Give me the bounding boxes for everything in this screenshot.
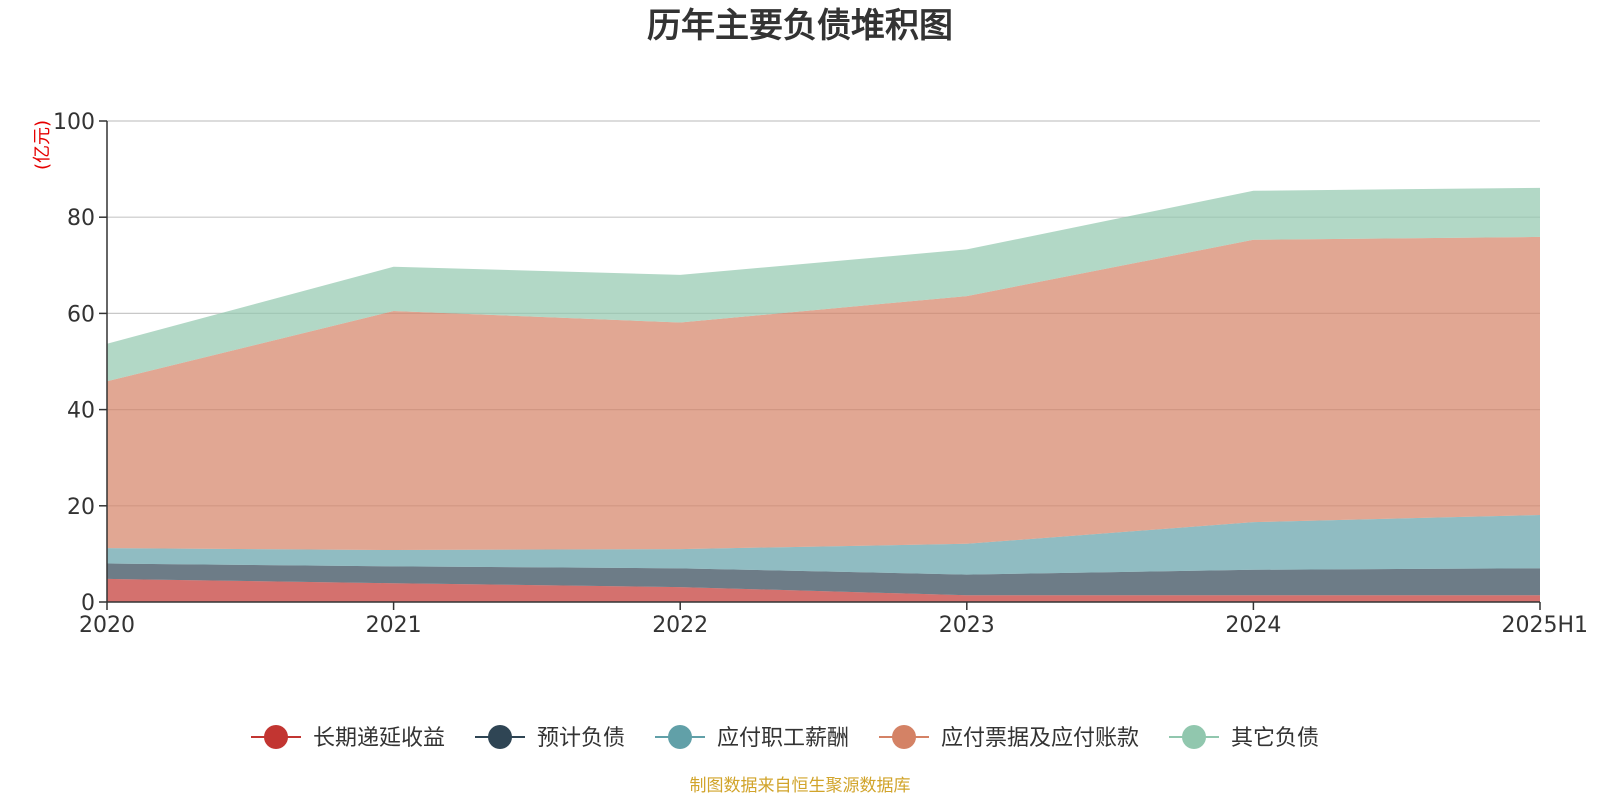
legend-marker: [488, 725, 512, 749]
area-series-0[interactable]: [107, 578, 1540, 602]
legend-item-2[interactable]: 应付职工薪酬: [655, 725, 849, 751]
y-tick-label: 40: [67, 399, 95, 424]
legend-label: 长期递延收益: [313, 726, 445, 751]
area-series-4[interactable]: [107, 187, 1540, 382]
y-tick-label: 100: [53, 110, 95, 135]
source-note: 制图数据来自恒生聚源数据库: [690, 776, 911, 796]
chart-title: 历年主要负债堆积图: [647, 6, 953, 46]
legend-item-4[interactable]: 其它负债: [1169, 725, 1319, 751]
x-tick-label: 2025H1: [1501, 613, 1588, 638]
legend-label: 应付职工薪酬: [717, 726, 849, 751]
axes: 0 20 40 60 80 100 2020 2021 2022 2023 2024 2025H1: [53, 110, 1588, 638]
x-tick-label: 2023: [939, 613, 995, 638]
legend-label: 预计负债: [537, 726, 625, 751]
legend-marker: [264, 725, 288, 749]
legend-label: 其它负债: [1231, 726, 1319, 751]
y-tick-label: 60: [67, 302, 95, 327]
legend-marker: [668, 725, 692, 749]
x-tick-label: 2021: [366, 613, 422, 638]
legend-item-3[interactable]: 应付票据及应付账款: [879, 725, 1139, 751]
legend-marker: [1182, 725, 1206, 749]
y-tick-label: 80: [67, 206, 95, 231]
legend-marker: [892, 725, 916, 749]
plot-areas: [107, 187, 1540, 602]
x-tick-label: 2024: [1225, 613, 1281, 638]
legend-item-0[interactable]: 长期递延收益: [251, 725, 445, 751]
y-tick-label: 0: [81, 591, 95, 616]
x-tick-label: 2022: [652, 613, 708, 638]
area-series-3[interactable]: [107, 236, 1540, 551]
legend-item-1[interactable]: 预计负债: [475, 725, 625, 751]
y-tick-label: 20: [67, 495, 95, 520]
area-series-2[interactable]: [107, 514, 1540, 575]
legend-label: 应付票据及应付账款: [941, 726, 1139, 751]
x-tick-label: 2020: [79, 613, 135, 638]
area-series-1[interactable]: [107, 563, 1540, 596]
legend[interactable]: 长期递延收益 预计负债 应付职工薪酬 应付票据及应付账款 其它负债: [251, 725, 1319, 751]
y-unit-label: (亿元): [32, 120, 53, 170]
